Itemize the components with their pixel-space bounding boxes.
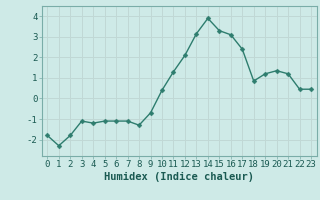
X-axis label: Humidex (Indice chaleur): Humidex (Indice chaleur) [104,172,254,182]
